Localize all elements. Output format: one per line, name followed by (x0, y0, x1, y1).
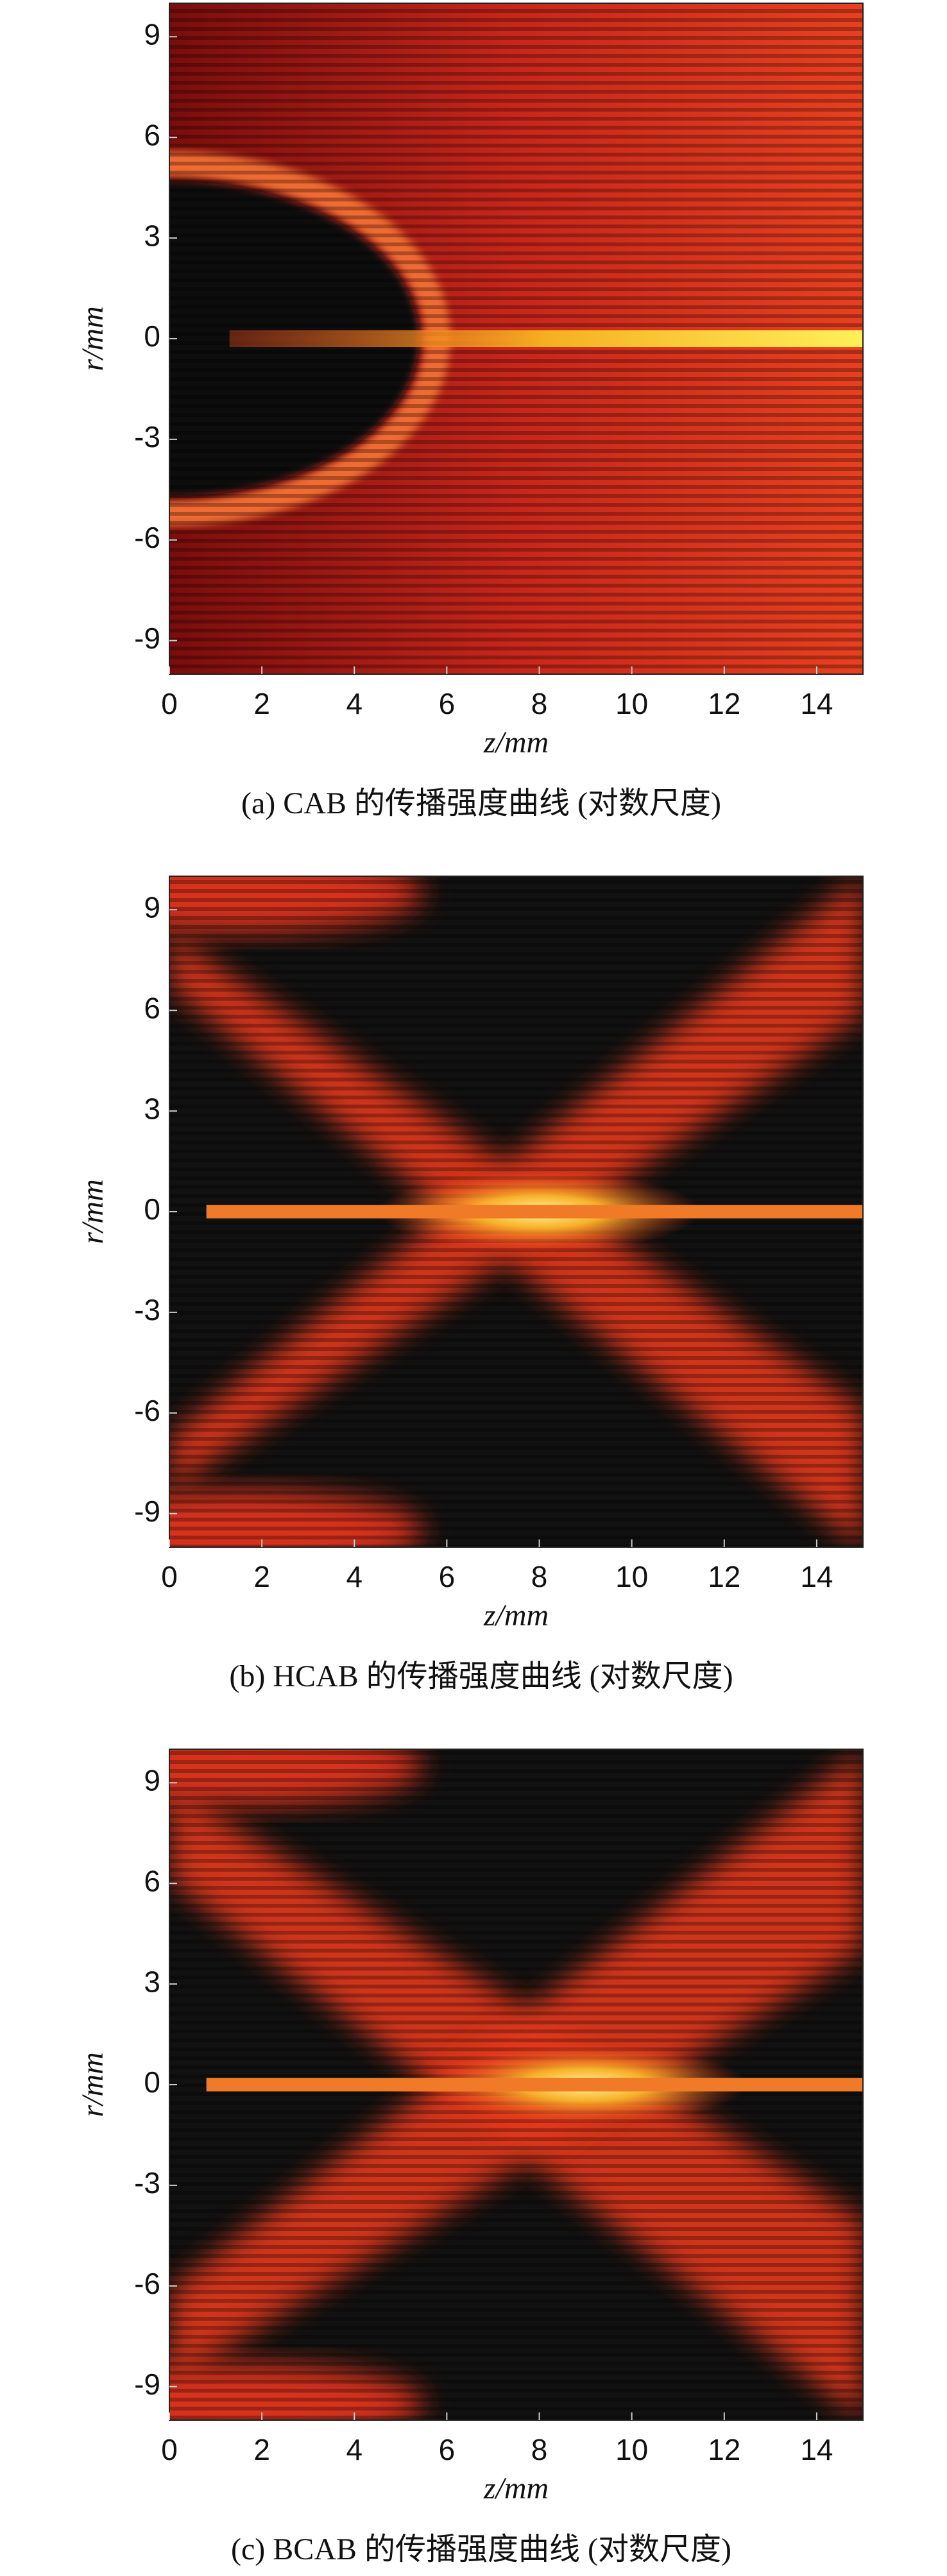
y-tick-label: 9 (144, 890, 160, 924)
axis-beam (229, 330, 863, 348)
heatmap (169, 876, 863, 1547)
y-tick-label: -9 (134, 2368, 160, 2401)
y-tick-label: 6 (144, 991, 160, 1024)
y-tick-label: 0 (144, 2065, 160, 2099)
y-axis-label: r/mm (76, 2052, 110, 2117)
y-tick-label: 9 (144, 1763, 160, 1797)
y-tick-label: 3 (144, 1965, 160, 1998)
x-tick-label: 10 (615, 687, 648, 720)
x-tick-label: 4 (346, 687, 363, 720)
x-tick-label: 8 (531, 687, 548, 720)
y-axis-label: r/mm (76, 306, 110, 371)
y-tick-label: -9 (134, 622, 160, 655)
y-tick-label: 0 (144, 319, 160, 353)
x-tick-label: 6 (439, 1560, 456, 1593)
x-tick-label: 10 (615, 1560, 648, 1593)
y-tick-label: -3 (134, 2166, 160, 2199)
x-tick-label: 12 (708, 687, 740, 720)
x-tick-label: 2 (253, 687, 270, 720)
x-tick-label: 14 (800, 687, 833, 720)
caption: (b) HCAB 的传播强度曲线 (对数尺度) (229, 1659, 733, 1693)
y-tick-label: -3 (134, 1293, 160, 1326)
axis-beam (206, 2078, 863, 2092)
x-tick-label: 2 (253, 1560, 270, 1593)
y-tick-label: -6 (134, 521, 160, 554)
x-tick-label: 14 (800, 2433, 833, 2466)
y-tick-label: 3 (144, 1092, 160, 1125)
x-axis-label: z/mm (483, 1598, 549, 1632)
x-tick-label: 0 (161, 2433, 178, 2466)
x-tick-label: 0 (161, 687, 178, 720)
y-tick-label: 3 (144, 219, 160, 252)
caption: (a) CAB 的传播强度曲线 (对数尺度) (241, 786, 721, 820)
y-tick-label: -3 (134, 420, 160, 453)
x-tick-label: 6 (439, 687, 456, 720)
y-tick-label: 6 (144, 1864, 160, 1897)
x-tick-label: 6 (439, 2433, 456, 2466)
x-tick-label: 10 (615, 2433, 648, 2466)
heatmap (169, 1749, 863, 2420)
y-tick-label: -9 (134, 1495, 160, 1528)
x-tick-label: 2 (253, 2433, 270, 2466)
y-tick-label: 0 (144, 1192, 160, 1226)
x-tick-label: 4 (346, 1560, 363, 1593)
x-tick-label: 12 (708, 1560, 740, 1593)
y-tick-label: -6 (134, 1394, 160, 1427)
heatmap (169, 3, 863, 674)
x-tick-label: 8 (531, 1560, 548, 1593)
y-tick-label: 9 (144, 17, 160, 51)
y-tick-label: 6 (144, 118, 160, 151)
x-tick-label: 12 (708, 2433, 740, 2466)
x-tick-label: 14 (800, 1560, 833, 1593)
y-axis-label: r/mm (76, 1179, 110, 1244)
x-axis-label: z/mm (483, 725, 549, 759)
x-tick-label: 0 (161, 1560, 178, 1593)
y-tick-label: -6 (134, 2267, 160, 2300)
axis-beam (206, 1205, 863, 1219)
caption: (c) BCAB 的传播强度曲线 (对数尺度) (231, 2532, 731, 2566)
x-axis-label: z/mm (483, 2471, 549, 2505)
x-tick-label: 4 (346, 2433, 363, 2466)
x-tick-label: 8 (531, 2433, 548, 2466)
